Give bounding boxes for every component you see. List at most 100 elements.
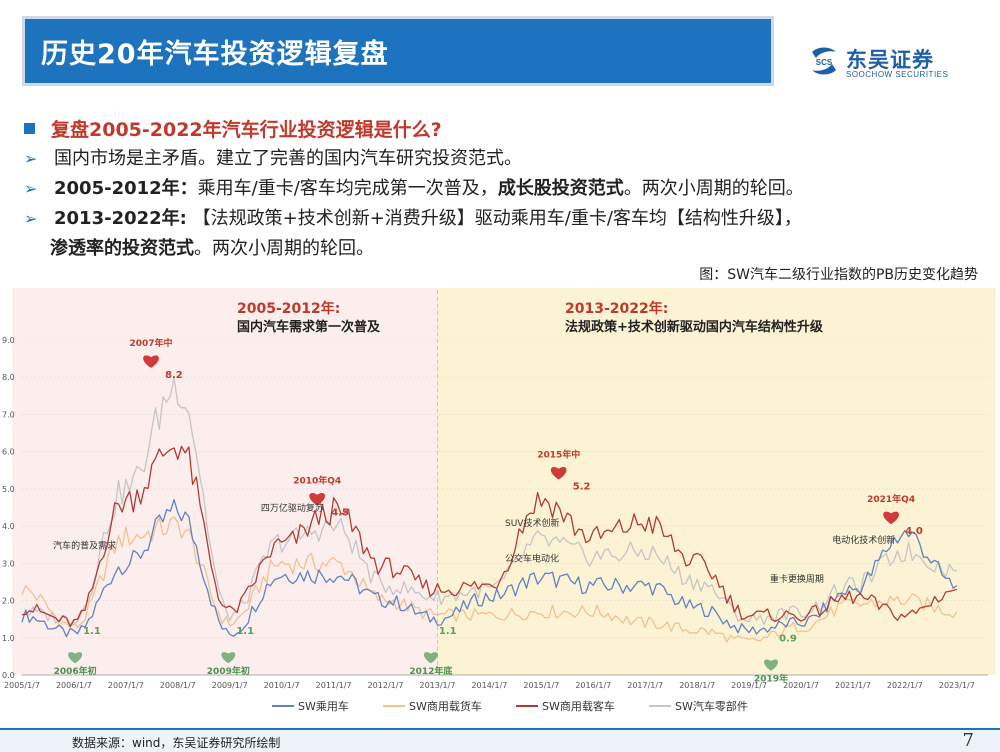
figure-caption: 图：SW汽车二级行业指数的PB历史变化趋势 (699, 267, 978, 283)
x-tick-label: 2017/1/7 (627, 681, 663, 690)
y-tick-label: 5.0 (2, 485, 15, 494)
y-tick-label: 2.0 (2, 597, 15, 606)
bullet-item-text: 国内市场是主矛盾。建立了完善的国内汽车研究投资范式。 (54, 148, 522, 169)
x-tick-label: 2010/1/7 (264, 681, 300, 690)
bullet-continuation: 渗透率的投资范式。两次小周期的轮回。 (20, 234, 980, 264)
y-tick-label: 7.0 (2, 410, 15, 419)
y-tick-label: 3.0 (2, 559, 15, 568)
trough-heart-icon (423, 652, 438, 664)
peak-heart-icon (143, 355, 159, 368)
bullet-prefix: 2005-2012年： (54, 178, 198, 199)
x-tick-label: 2023/1/7 (939, 681, 975, 690)
chart-annotation: 四万亿驱动复苏 (261, 502, 324, 514)
bullet-body: 【法规政策+技术创新+消费升级】驱动乘用车/重卡/客车均【结构性升级】， (192, 208, 802, 229)
title-bar: 历史20年汽车投资逻辑复盘 (22, 16, 774, 86)
bullet-item: ➢ 2005-2012年：乘用车/重卡/客车均完成第一次普及，成长股投资范式。两… (20, 174, 980, 204)
logo-mark-text: SCS (816, 58, 833, 67)
x-tick-label: 2007/1/7 (108, 681, 144, 690)
y-tick-label: 0.0 (2, 671, 15, 680)
bullet-square-icon (24, 122, 35, 134)
bullet-main-text: 复盘2005-2022年汽车行业投资逻辑是什么? (51, 118, 442, 141)
logo-text-cn: 东吴证券 (846, 48, 934, 72)
bullet-main: 复盘2005-2022年汽车行业投资逻辑是什么? (20, 112, 980, 144)
y-tick-label: 8.0 (2, 373, 15, 382)
chart-annotation: SUV技术创新 (505, 517, 559, 529)
trough-label: 2009年初 (207, 665, 250, 677)
x-tick-label: 2011/1/7 (316, 681, 352, 690)
chart-annotation: 电动化技术创新 (832, 534, 895, 546)
era-background-2013-2022 (437, 288, 996, 675)
trough-value: 1.1 (439, 626, 457, 637)
chart-annotation: 公交车电动化 (505, 552, 559, 564)
trough-value: 1.1 (83, 626, 101, 637)
pb-history-chart: 0.0 1.0 2.0 3.0 4.0 5.0 6.0 7.0 8.0 9.0 2005/1/7 20… (0, 282, 1000, 720)
era-background-2005-2012 (12, 288, 438, 675)
x-tick-label: 2022/1/7 (887, 681, 923, 690)
peak-label: 2007年中 (130, 337, 173, 349)
peak-label: 2015年中 (537, 448, 580, 460)
peak-label: 2021年Q4 (867, 493, 915, 505)
x-tick-label: 2016/1/7 (575, 681, 611, 690)
y-tick-label: 4.0 (2, 522, 15, 531)
bullet-item-text: 2013-2022年: 【法规政策+技术创新+消费升级】驱动乘用车/重卡/客车均… (54, 204, 980, 234)
peak-value: 4.0 (905, 526, 923, 537)
bullet-item-text: 2005-2012年：乘用车/重卡/客车均完成第一次普及，成长股投资范式。两次小… (54, 174, 980, 204)
legend-label: SW商用载货车 (409, 699, 482, 713)
series-line-sw-bus (21, 445, 957, 628)
era-range-label: 2013-2022年: (565, 300, 668, 317)
arrow-bullet-icon: ➢ (24, 209, 38, 228)
x-tick-label: 2012/1/7 (368, 681, 404, 690)
x-tick-label: 2015/1/7 (523, 681, 559, 690)
x-tick-label: 2013/1/7 (420, 681, 456, 690)
peak-heart-icon (550, 466, 567, 480)
bullet-item: ➢ 国内市场是主矛盾。建立了完善的国内汽车研究投资范式。 (20, 144, 980, 174)
peak-value: 8.2 (165, 370, 183, 381)
x-tick-label: 2009/1/7 (212, 681, 248, 690)
trough-heart-icon (221, 652, 236, 664)
bullet-suffix: 。两次小周期的轮回。 (194, 238, 374, 259)
bullet-prefix: 2013-2022年: (54, 208, 187, 229)
chart-svg: 0.0 1.0 2.0 3.0 4.0 5.0 6.0 7.0 8.0 9.0 2005/1/7 20… (2, 288, 996, 713)
legend-label: SW商用载客车 (542, 699, 615, 713)
legend-label: SW汽车零部件 (675, 699, 748, 713)
logo-text-en: SOOCHOW SECURITIES (846, 70, 949, 79)
chart-annotation: 汽车的普及需求 (53, 539, 116, 551)
y-tick-label: 6.0 (2, 448, 15, 457)
x-tick-label: 2018/1/7 (679, 681, 715, 690)
trough-label: 2012年底 (409, 665, 452, 677)
x-tick-label: 2019/1/7 (731, 681, 767, 690)
peak-label: 2010年Q4 (293, 475, 341, 487)
era-range-label: 2005-2012年: (237, 300, 340, 317)
bullet-item: ➢ 2013-2022年: 【法规政策+技术创新+消费升级】驱动乘用车/重卡/客… (20, 204, 980, 234)
page-title: 历史20年汽车投资逻辑复盘 (41, 38, 389, 70)
trough-label: 2019年 (754, 673, 788, 685)
x-tick-label: 2020/1/7 (783, 681, 819, 690)
bullet-emphasis: 成长股投资范式 (497, 178, 624, 199)
x-tick-label: 2008/1/7 (160, 681, 196, 690)
trough-heart-icon (68, 652, 83, 664)
bullet-body: 乘用车/重卡/客车均完成第一次普及， (197, 178, 498, 199)
bullet-emphasis: 渗透率的投资范式 (50, 238, 194, 259)
era-title: 法规政策+技术创新驱动国内汽车结构性升级 (565, 319, 824, 335)
arrow-bullet-icon: ➢ (24, 149, 38, 168)
trough-value: 0.9 (779, 634, 797, 645)
series-line-sw-passenger-car (21, 499, 958, 638)
trough-heart-icon (764, 659, 779, 671)
series-line-sw-truck (21, 516, 958, 643)
trough-value: 1.1 (236, 626, 254, 637)
bullet-list: 复盘2005-2022年汽车行业投资逻辑是什么? ➢ 国内市场是主矛盾。建立了完… (20, 112, 980, 264)
x-tick-label: 2021/1/7 (835, 681, 871, 690)
peak-heart-icon (309, 493, 326, 506)
company-logo: SCS 东吴证券 SOOCHOW SECURITIES (808, 44, 978, 84)
x-tick-label: 2005/1/7 (4, 681, 40, 690)
x-tick-label: 2006/1/7 (56, 681, 92, 690)
data-source: 数据来源：wind，东吴证券研究所绘制 (72, 736, 281, 750)
y-tick-label: 9.0 (2, 336, 15, 345)
peak-heart-icon (883, 511, 899, 525)
logo-mark-icon: SCS (812, 47, 836, 75)
peak-value: 5.2 (573, 481, 591, 492)
page-number: 7 (962, 730, 974, 751)
x-tick-label: 2014/1/7 (471, 681, 507, 690)
chart-annotation: 重卡更换周期 (770, 573, 824, 585)
bullet-suffix: 。两次小周期的轮回。 (623, 178, 804, 199)
